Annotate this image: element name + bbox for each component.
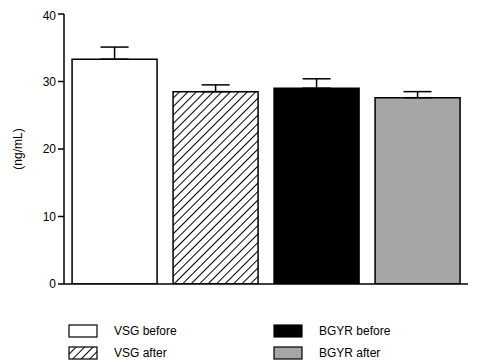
svg-text:10: 10 <box>43 210 57 224</box>
html-text:VSG before: VSG before <box>114 324 177 338</box>
html-text:BGYR before: BGYR before <box>319 324 391 338</box>
svg-text:(ng/mL): (ng/mL) <box>11 128 25 169</box>
svg-text:30: 30 <box>43 75 57 89</box>
svg-text:20: 20 <box>43 142 57 156</box>
svg-text:40: 40 <box>43 9 57 23</box>
html-text:VSG after: VSG after <box>114 346 167 360</box>
html-text:BGYR after: BGYR after <box>319 346 381 360</box>
svg-text:0: 0 <box>49 277 56 291</box>
